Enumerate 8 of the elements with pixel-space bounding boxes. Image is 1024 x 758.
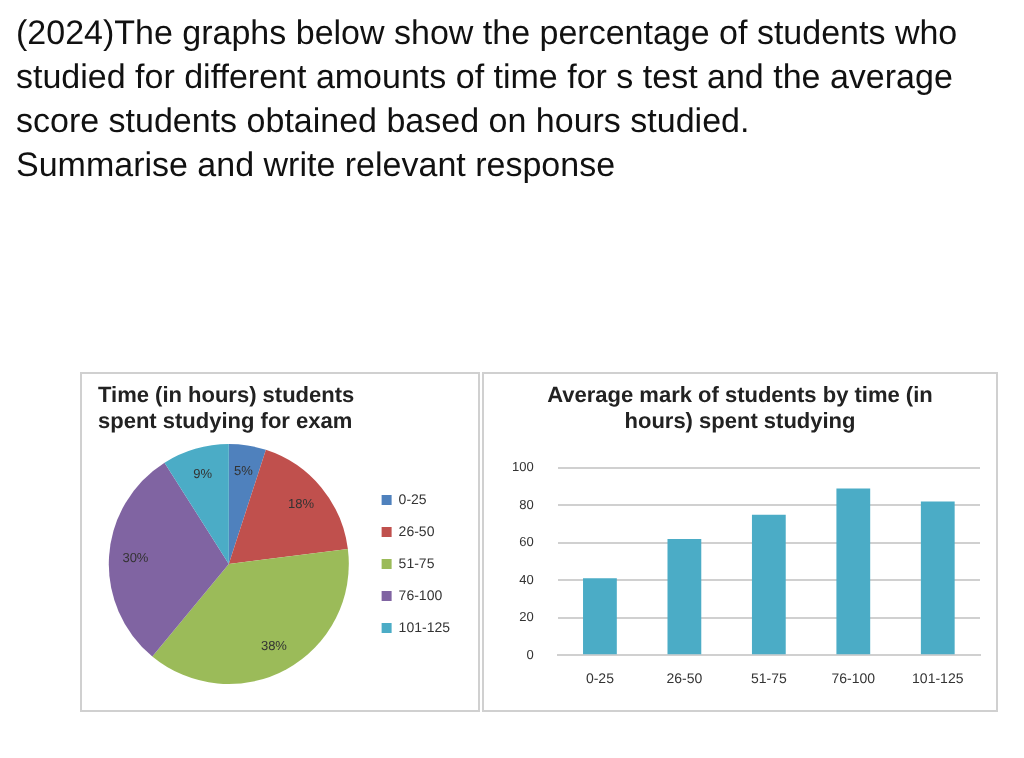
bar	[667, 539, 702, 655]
bar	[751, 514, 786, 655]
bar	[920, 501, 955, 655]
bar	[583, 578, 617, 655]
bar	[836, 488, 871, 655]
chart-title: Time (in hours) students spent studying for exam	[96, 384, 357, 436]
chart-title: Average mark of students by time (in hours) spent studying	[545, 384, 935, 436]
text: (2024)The graphs below show the percentage of students who studied for different amounts of time for s test and the average score students obtained based on hours studied. Summarise and write relevant response	[16, 12, 960, 188]
